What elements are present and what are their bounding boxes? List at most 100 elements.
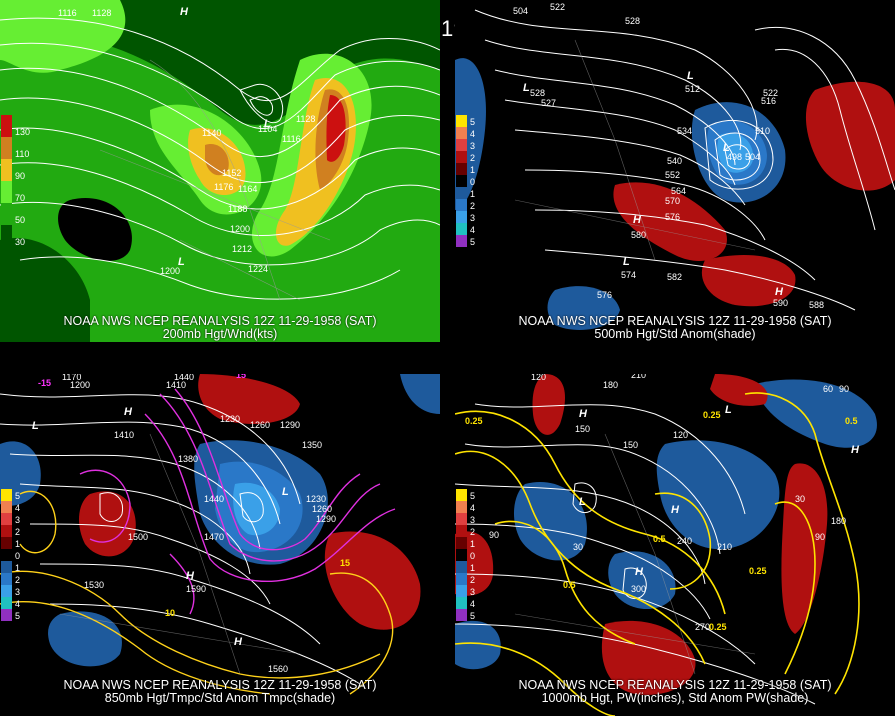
legend-label: 5	[470, 117, 476, 127]
contour-label: 240	[677, 536, 693, 546]
high-marker: H	[775, 286, 783, 298]
contour-label: 1500	[128, 532, 149, 542]
contour-label: 1128	[92, 8, 112, 18]
contour-label: 570	[665, 196, 681, 206]
legend-label: 0	[470, 551, 476, 561]
contour-label: 90	[839, 384, 850, 394]
legend-label: 30	[15, 237, 26, 247]
panel-850mb: 5 4 3 2 1 0 1 2 3 4 5 1170 1200 1440 141…	[0, 374, 440, 716]
contour-label: 522	[763, 88, 779, 98]
caption-source: NOAA NWS NCEP REANALYSIS 12Z 11-29-1958 …	[63, 314, 377, 328]
legend-label: 4	[470, 503, 476, 513]
pw-label: 0.5	[845, 416, 858, 426]
high-marker: H	[234, 636, 242, 648]
contour-label: 60	[823, 384, 834, 394]
contour-label: 528	[625, 16, 641, 26]
caption-field: 850mb Hgt/Tmpc/Std Anom Tmpc(shade)	[104, 691, 336, 705]
contour-label: 120	[673, 430, 689, 440]
legend-label: 90	[15, 171, 26, 181]
high-marker: H	[124, 406, 132, 418]
low-marker: L	[282, 486, 289, 498]
high-marker: H	[186, 570, 194, 582]
contour-label: 30	[795, 494, 806, 504]
contour-label: 498	[727, 152, 743, 162]
contour-label: 1230	[220, 414, 241, 424]
contour-label: 150	[575, 424, 591, 434]
panel-1000mb: 5 4 3 2 1 0 1 2 3 4 5 120 180 210 150 12…	[455, 374, 895, 716]
legend-label: 3	[470, 213, 476, 223]
contour-label: 504	[745, 152, 761, 162]
contour-label: 1200	[70, 380, 91, 390]
legend-label: 1	[470, 563, 476, 573]
low-marker: L	[687, 70, 694, 82]
caption-field: 500mb Hgt/Std Anom(shade)	[594, 327, 756, 341]
contour-label: 1410	[166, 380, 187, 390]
legend-label: 4	[470, 599, 476, 609]
low-marker: L	[725, 404, 732, 416]
high-marker: H	[180, 6, 188, 18]
legend-label: 4	[470, 129, 476, 139]
isotherm-label: -15	[38, 378, 52, 388]
legend-label: 3	[15, 587, 21, 597]
contour-label: 552	[665, 170, 681, 180]
contour-label: 576	[665, 212, 681, 222]
isotherm-label: 10	[165, 608, 176, 618]
contour-label: 180	[831, 516, 847, 526]
contour-label: 1440	[174, 374, 195, 382]
legend-label: 4	[15, 599, 21, 609]
legend-label: 5	[470, 237, 476, 247]
low-marker: L	[623, 256, 630, 268]
contour-label: 1380	[178, 454, 199, 464]
low-marker: L	[523, 82, 530, 94]
contour-label: 582	[667, 272, 683, 282]
legend-label: 0	[15, 551, 21, 561]
anomaly-legend: 5 4 3 2 1 0 1 2 3 4 5	[456, 115, 475, 247]
panel-200mb: 130 110 90 70 50 30 1116 1128 1140 1152 …	[0, 0, 440, 342]
contour-label: 1560	[268, 664, 289, 674]
contour-label: 1260	[250, 420, 271, 430]
legend-label: 3	[470, 515, 476, 525]
contour-label: 504	[513, 6, 529, 16]
contour-label: 522	[550, 2, 566, 12]
contour-label: 528	[530, 88, 546, 98]
caption-field: 1000mb Hgt, PW(inches), Std Anom PW(shad…	[541, 691, 809, 705]
contour-label: 210	[631, 374, 647, 380]
contour-label: 1188	[228, 204, 248, 214]
anomaly-legend: 5 4 3 2 1 0 1 2 3 4 5	[1, 489, 20, 621]
low-marker: L	[264, 118, 271, 130]
legend-label: 2	[470, 575, 476, 585]
legend-label: 50	[15, 215, 26, 225]
low-marker: L	[32, 420, 39, 432]
contour-label: 1170	[62, 374, 82, 382]
contour-label: 300	[631, 584, 647, 594]
contour-label: 510	[755, 126, 771, 136]
contour-label: 180	[603, 380, 619, 390]
contour-label: 1230	[306, 494, 327, 504]
legend-label: 3	[15, 515, 21, 525]
legend-label: 2	[15, 575, 21, 585]
contour-label: 1176	[214, 182, 234, 192]
contour-label: 1260	[312, 504, 333, 514]
legend-label: 5	[470, 491, 476, 501]
pw-label: 0.25	[703, 410, 721, 420]
contour-label: 1116	[58, 8, 77, 18]
contour-label: 1290	[316, 514, 337, 524]
contour-label: 30	[573, 542, 584, 552]
precipitable-water-map	[455, 374, 895, 716]
contour-label: 1350	[302, 440, 323, 450]
contour-label: 512	[685, 84, 701, 94]
contour-label: 1200	[230, 224, 251, 234]
legend-label: 5	[15, 491, 21, 501]
legend-label: 2	[470, 153, 476, 163]
caption-source: NOAA NWS NCEP REANALYSIS 12Z 11-29-1958 …	[63, 678, 377, 692]
legend-label: 3	[470, 587, 476, 597]
contour-label: 1290	[280, 420, 301, 430]
contour-label: 1530	[84, 580, 105, 590]
pw-label: 0.5	[653, 534, 666, 544]
wind-legend: 130 110 90 70 50 30	[1, 115, 30, 247]
contour-label: 90	[489, 530, 500, 540]
contour-label: 564	[671, 186, 687, 196]
contour-label: 1140	[202, 128, 222, 138]
contour-label: 527	[541, 98, 557, 108]
caption-source: NOAA NWS NCEP REANALYSIS 12Z 11-29-1958 …	[518, 314, 832, 328]
